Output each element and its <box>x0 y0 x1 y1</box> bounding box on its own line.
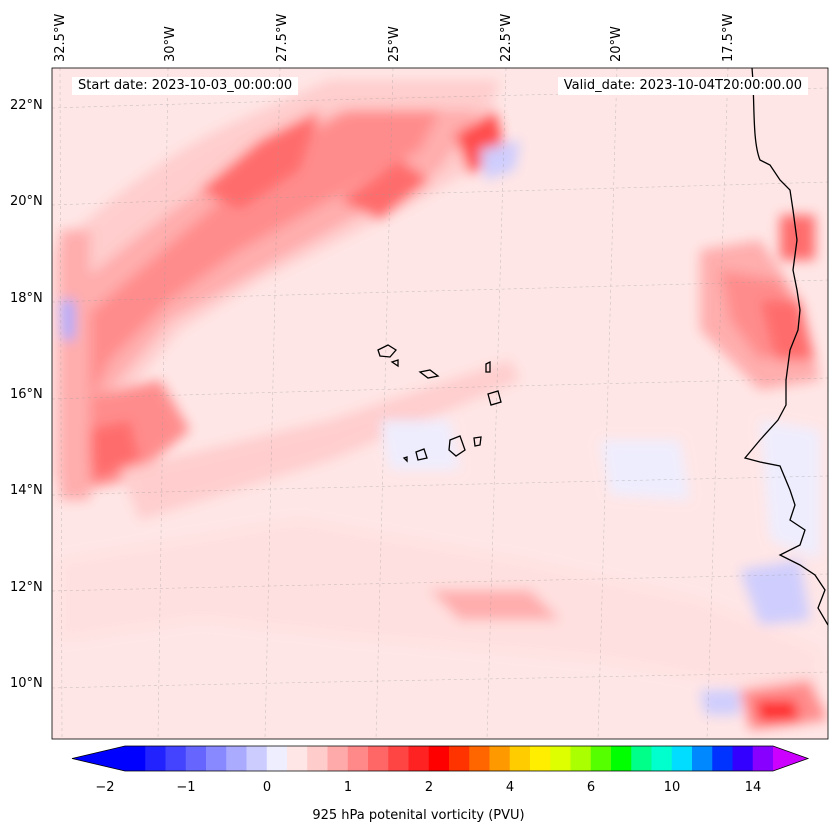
lat-label: 20°N <box>10 194 43 209</box>
lon-label: 17.5°W <box>721 13 736 62</box>
colorbar-swatch <box>712 746 733 771</box>
colorbar-swatch <box>347 746 369 771</box>
lat-label: 12°N <box>10 580 43 595</box>
colorbar-tick: 4 <box>505 780 515 795</box>
start-date-label: Start date: 2023-10-03_00:00:00 <box>72 77 299 95</box>
colorbar-swatch <box>550 746 571 771</box>
colorbar-tick: 2 <box>424 780 434 795</box>
lat-label: 14°N <box>10 483 43 498</box>
colorbar-tick: 10 <box>663 780 681 795</box>
colorbar-label: 925 hPa potenital vorticity (PVU) <box>312 808 525 823</box>
lon-label: 27.5°W <box>275 13 290 62</box>
valid-date-label: Valid_date: 2023-10-04T20:00:00.00 <box>557 77 808 95</box>
colorbar-tick: 6 <box>586 780 596 795</box>
colorbar-swatch <box>388 746 409 771</box>
gridlines <box>52 68 828 739</box>
colorbar-tick: −1 <box>176 780 196 795</box>
colorbar-extend-max <box>773 746 808 771</box>
colorbar-swatch <box>428 746 450 771</box>
colorbar-swatch <box>611 746 632 771</box>
colorbar-swatch <box>206 746 227 771</box>
colorbar-tick: 14 <box>744 780 762 795</box>
colorbar-swatch <box>307 746 328 771</box>
colorbar-swatch <box>408 746 430 771</box>
colorbar-swatch <box>145 746 166 771</box>
map-frame <box>51 67 829 740</box>
colorbar-swatch <box>590 746 612 771</box>
colorbar-swatch <box>752 746 774 771</box>
lat-label: 16°N <box>10 387 43 402</box>
colorbar-swatch <box>185 746 207 771</box>
lat-label: 22°N <box>10 98 43 113</box>
colorbar-extend-min <box>72 746 125 771</box>
colorbar-swatch <box>287 746 308 771</box>
colorbar-tick: 1 <box>343 780 353 795</box>
colorbar-swatch <box>165 746 187 771</box>
colorbar-tick: 0 <box>262 780 272 795</box>
colorbar-swatch <box>530 746 551 771</box>
colorbar-swatch <box>631 746 652 771</box>
colorbar-swatch <box>732 746 754 771</box>
colorbar-swatch <box>125 746 146 771</box>
colorbar-outline <box>71 745 810 772</box>
colorbar-swatch <box>692 746 713 771</box>
coastline <box>743 68 828 626</box>
colorbar-swatch <box>570 746 592 771</box>
colorbar-swatch <box>449 746 470 771</box>
colorbar-swatch <box>246 746 268 771</box>
lon-label: 30°W <box>163 26 178 62</box>
colorbar-swatch <box>266 746 288 771</box>
lon-label: 22.5°W <box>499 13 514 62</box>
lon-label: 25°W <box>387 26 402 62</box>
colorbar-swatch <box>226 746 247 771</box>
colorbar-swatch <box>327 746 349 771</box>
colorbar-tick: −2 <box>95 780 115 795</box>
lat-label: 18°N <box>10 291 43 306</box>
colorbar-swatch <box>509 746 531 771</box>
islands <box>377 344 502 463</box>
colorbar-swatch <box>651 746 673 771</box>
colorbar-swatch <box>671 746 693 771</box>
colorbar-swatch <box>469 746 490 771</box>
colorbar <box>71 745 810 772</box>
lat-label: 10°N <box>10 676 43 691</box>
colorbar-swatch <box>368 746 389 771</box>
lon-label: 32.5°W <box>53 13 68 62</box>
colorbar-swatch <box>489 746 511 771</box>
lon-label: 20°W <box>609 26 624 62</box>
